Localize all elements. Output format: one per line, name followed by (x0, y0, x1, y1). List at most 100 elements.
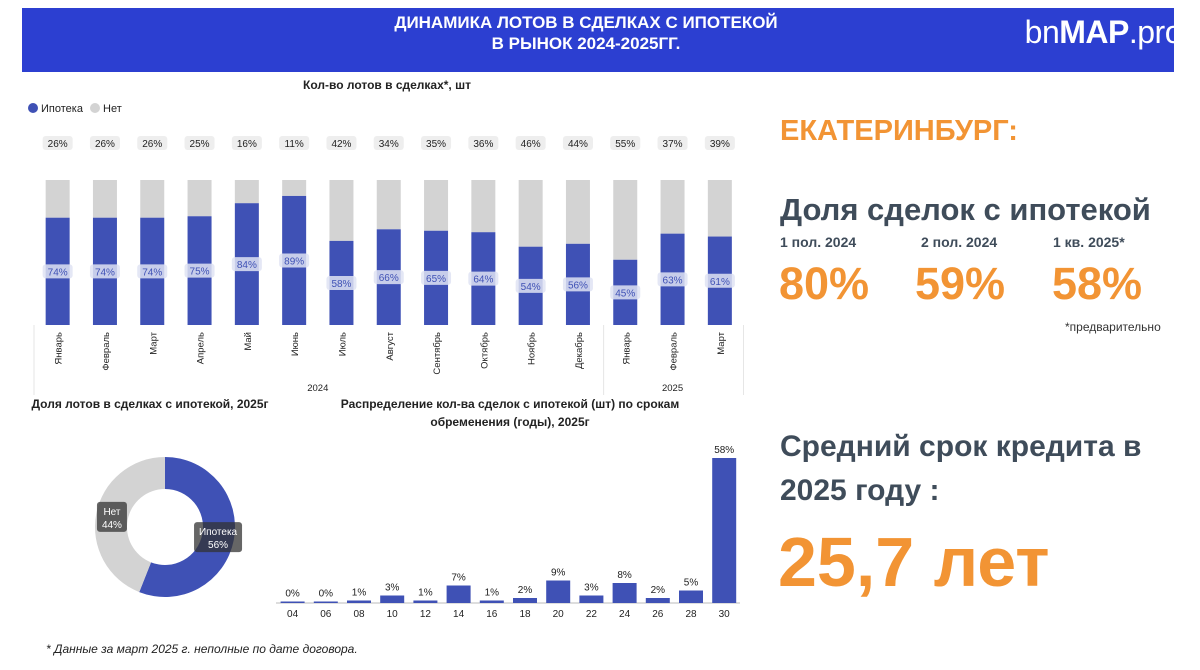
donut-label-bg (194, 522, 243, 553)
data-label-other: 26% (48, 139, 68, 150)
x-tick-label: Февраль (669, 332, 680, 371)
term-bar (413, 600, 438, 603)
header-banner (22, 8, 1174, 72)
bar-other (187, 180, 212, 217)
x-tick-label: Декабрь (574, 332, 585, 369)
label-bg-mortgage (89, 264, 120, 279)
label-bg-mortgage (468, 271, 499, 286)
term-x-tick-label: 06 (320, 609, 332, 620)
period-label-3: 1 кв. 2025* (1053, 234, 1125, 250)
data-label-mortgage: 56% (568, 280, 588, 291)
data-label-mortgage: 74% (48, 267, 68, 278)
label-bg-other (421, 136, 452, 150)
x-tick-label: Июль (337, 332, 348, 356)
data-label-mortgage: 63% (663, 275, 683, 286)
data-label-mortgage: 75% (190, 267, 210, 278)
term-chart-title-line1: Распределение кол-ва сделок с ипотекой (… (341, 397, 680, 411)
group-label: 2025 (662, 383, 683, 394)
data-label-mortgage: 64% (473, 275, 493, 286)
logo-prefix: bn (1024, 14, 1060, 50)
logo-suffix: .pro (1128, 14, 1183, 50)
data-label-other: 36% (473, 139, 493, 150)
data-label-other: 25% (190, 139, 210, 150)
page-title-line2: В РЫНОК 2024-2025ГГ. (491, 34, 681, 53)
bar-other (376, 180, 401, 230)
label-bg-other (137, 136, 168, 150)
term-x-tick-label: 14 (453, 609, 465, 620)
label-bg-mortgage (515, 278, 546, 293)
term-bar (579, 595, 604, 603)
term-bar (679, 590, 703, 603)
term-bar (380, 595, 405, 603)
term-bar (612, 583, 637, 603)
data-label-other: 39% (710, 139, 730, 150)
data-label-other: 34% (379, 139, 399, 150)
term-bar (546, 580, 571, 603)
monthly-stacked-chart: Кол-во лотов в сделках*, шт Ипотека Нет … (28, 78, 744, 395)
x-tick-label: Март (716, 331, 727, 354)
monthly-chart-title: Кол-во лотов в сделках*, шт (303, 78, 471, 92)
bar-other (565, 180, 590, 244)
average-term-title-line1: Средний срок кредита в (780, 430, 1142, 463)
bar-other (234, 180, 259, 204)
bar-other (92, 180, 117, 218)
term-data-label: 8% (617, 570, 632, 581)
data-label-mortgage: 58% (331, 279, 351, 290)
term-data-label: 7% (451, 573, 466, 584)
donut-chart-title: Доля лотов в сделках с ипотекой, 2025г (31, 397, 268, 411)
bnmap-logo: bnMAP.pro (1024, 14, 1183, 50)
data-label-mortgage: 45% (615, 288, 635, 299)
term-x-tick-label: 28 (685, 609, 697, 620)
term-bar (313, 601, 338, 603)
term-distribution-chart: Распределение кол-ва сделок с ипотекой (… (276, 397, 740, 620)
page-title-line1: ДИНАМИКА ЛОТОВ В СДЕЛКАХ С ИПОТЕКОЙ (394, 13, 778, 32)
bar-other (140, 180, 165, 218)
donut-label-value: 56% (208, 540, 228, 551)
x-tick-label: Август (385, 331, 396, 360)
label-bg-mortgage (610, 285, 641, 300)
data-label-other: 46% (521, 139, 541, 150)
data-label-mortgage: 74% (142, 267, 162, 278)
data-label-other: 35% (426, 139, 446, 150)
donut-label-bg (96, 501, 127, 532)
x-tick-label: Октябрь (479, 332, 490, 369)
label-bg-mortgage (704, 273, 735, 288)
label-bg-other (657, 136, 688, 150)
label-bg-other (279, 136, 310, 150)
term-data-label: 5% (684, 578, 699, 589)
term-bar (347, 600, 371, 603)
term-bar (479, 600, 504, 603)
data-label-other: 26% (142, 139, 162, 150)
term-bar (513, 598, 537, 603)
term-bar (446, 585, 471, 603)
logo-bold: MAP (1059, 14, 1129, 50)
term-data-label: 0% (285, 589, 300, 600)
period-value-2: 59% (915, 258, 1006, 309)
group-label: 2024 (307, 383, 328, 394)
donut-slice (94, 457, 165, 593)
x-tick-label: Январь (54, 332, 65, 365)
label-bg-other (704, 136, 735, 150)
legend-mortgage-swatch (28, 103, 38, 113)
label-bg-other (326, 136, 357, 150)
term-bar (712, 458, 737, 603)
x-tick-label: Май (243, 332, 254, 351)
term-x-tick-label: 18 (519, 609, 531, 620)
label-bg-mortgage (137, 264, 168, 279)
donut-label-value: 44% (102, 520, 122, 531)
term-data-label: 3% (385, 583, 400, 594)
term-data-label: 9% (551, 568, 566, 579)
label-bg-mortgage (279, 253, 310, 268)
x-tick-label: Июнь (290, 332, 301, 356)
footnote: * Данные за март 2025 г. неполные по дат… (46, 642, 358, 656)
term-x-tick-label: 26 (652, 609, 664, 620)
term-x-tick-label: 30 (719, 609, 731, 620)
period-label-1: 1 пол. 2024 (780, 234, 857, 250)
term-data-label: 0% (319, 589, 334, 600)
x-tick-label: Апрель (196, 332, 207, 364)
term-x-tick-label: 08 (353, 609, 365, 620)
period-label-2: 2 пол. 2024 (921, 234, 998, 250)
term-data-label: 2% (651, 585, 666, 596)
legend-mortgage-label: Ипотека (41, 103, 84, 115)
data-label-other: 44% (568, 139, 588, 150)
